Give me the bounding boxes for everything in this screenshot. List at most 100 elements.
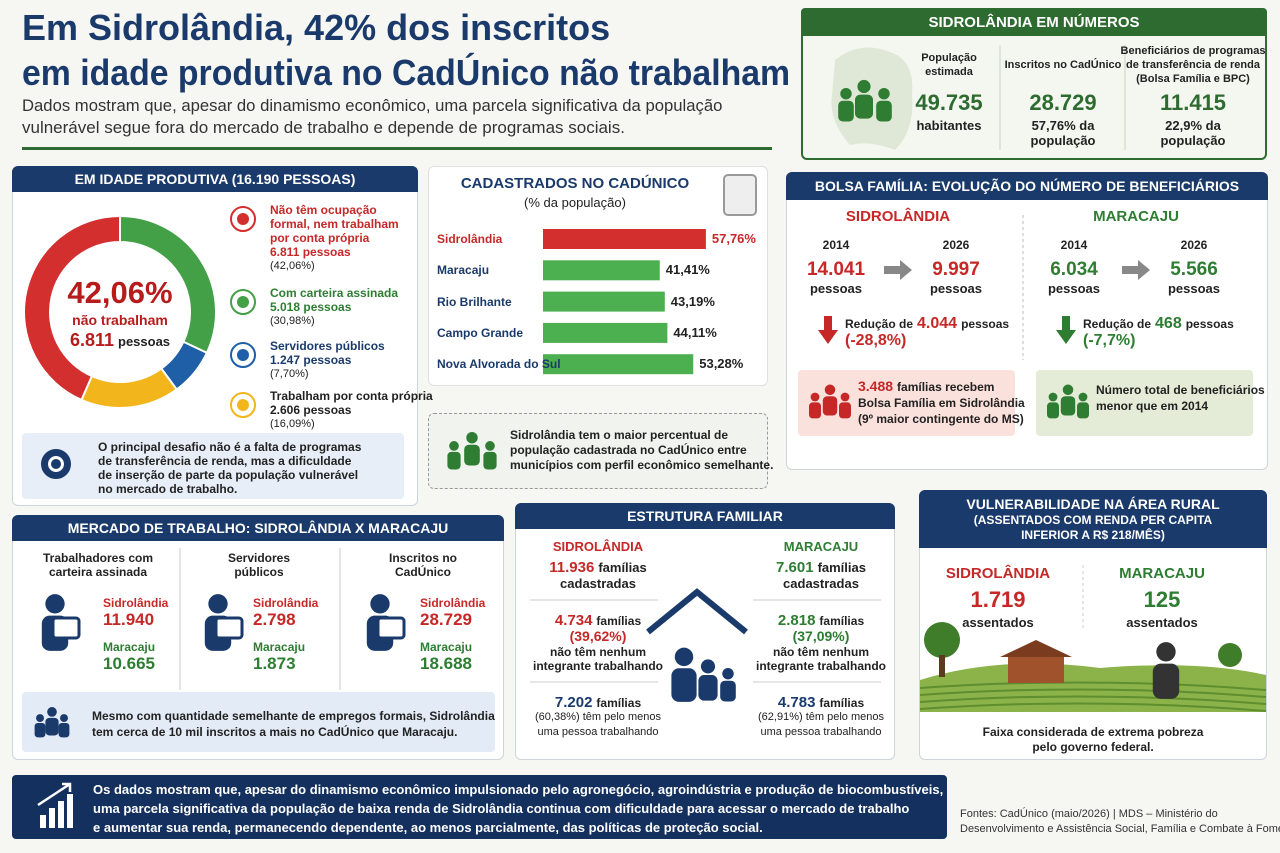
none-text: integrante trabalhando <box>532 659 664 673</box>
person-icon <box>370 594 390 614</box>
bar-category: Nova Alvorada do Sul <box>437 357 561 372</box>
person-icon <box>674 647 694 667</box>
column-label: carteira assinada <box>48 565 148 579</box>
field-row <box>919 702 1267 712</box>
person-icon <box>698 675 718 701</box>
stat-unit: habitantes <box>916 118 982 133</box>
person-icon <box>824 384 836 396</box>
stat-label: Inscritos no CadÚnico <box>1004 59 1122 71</box>
person-icon <box>208 594 228 614</box>
none-working: 4.734 famílias <box>555 612 641 630</box>
person-icon <box>840 392 850 402</box>
person-icon <box>45 594 65 614</box>
bar <box>543 229 706 249</box>
stat-unit: população <box>1030 133 1096 148</box>
numbers-title: SIDROLÂNDIA EM NÚMEROS <box>928 14 1140 31</box>
stat-unit: população <box>1160 133 1226 148</box>
house <box>1008 655 1064 683</box>
unit: pessoas <box>929 281 983 296</box>
text-part: 6.811 <box>69 330 115 350</box>
some-text: (62,91%) têm pelo menos <box>758 711 884 723</box>
family-panel-header <box>515 503 895 529</box>
legend-percent: (42,06%) <box>270 260 315 272</box>
page-subtitle: Dados mostram que, apesar do dinamismo e… <box>22 96 723 115</box>
productive-panel-header <box>12 166 418 192</box>
stat-label: estimada <box>925 66 973 78</box>
person-icon <box>466 431 478 444</box>
some-text: uma pessoa trabalhando <box>760 726 882 738</box>
none-text: não têm nenhum <box>549 645 647 659</box>
field-row <box>919 695 1267 705</box>
stat-value: 11.415 <box>1159 90 1227 115</box>
bar-value-label: 57,76% <box>711 231 756 246</box>
legend-count: 5.018 pessoas <box>270 300 352 314</box>
year: 2014 <box>1060 238 1088 252</box>
none-pct: (37,09%) <box>792 628 850 644</box>
person-icon <box>1062 384 1074 396</box>
bar-value-label: 44,11% <box>673 324 717 340</box>
beneficiaries: 9.997 <box>932 259 980 280</box>
column-label: Trabalhadores com <box>42 551 154 565</box>
footer-bar <box>12 775 947 839</box>
row-value: 28.729 <box>420 610 472 629</box>
donut-segment <box>23 214 121 402</box>
registered: 11.936 famílias <box>549 559 646 577</box>
year: 2014 <box>822 238 850 252</box>
unit: pessoas <box>1167 281 1221 296</box>
box-line: Bolsa Família em Sidrolândia <box>858 396 1025 410</box>
row-city: Maracaju <box>253 640 306 654</box>
field <box>920 663 1266 712</box>
text-part: famílias <box>819 614 865 628</box>
city-name: SIDROLÂNDIA <box>945 565 1051 582</box>
rural-title: VULNERABILIDADE NA ÁREA RURAL <box>966 496 1220 512</box>
text-part: 2.818 <box>777 612 816 629</box>
target-icon <box>51 459 61 469</box>
column-label: Inscritos no <box>388 551 458 565</box>
down-arrow <box>1056 316 1076 344</box>
unit: assentados <box>1126 615 1198 630</box>
title-rule <box>22 147 772 150</box>
chart-icon <box>49 808 55 828</box>
text-part: famílias <box>817 560 866 575</box>
page-title: Em Sidrolândia, 42% dos inscritos <box>22 7 611 48</box>
stat-value: 49.735 <box>915 90 983 115</box>
person-icon <box>58 722 70 738</box>
legend-icon <box>230 206 256 232</box>
settlers: 125 <box>1143 587 1181 612</box>
beneficiaries: 6.034 <box>1050 259 1098 280</box>
rural-title: INFERIOR A R$ 218/MÊS) <box>1021 528 1165 542</box>
legend-percent: (30,98%) <box>270 315 315 327</box>
city-name: MARACAJU <box>783 539 859 554</box>
person-icon <box>839 402 851 419</box>
icon-detail <box>376 616 406 640</box>
legend-name: formal, nem trabalham <box>270 217 399 231</box>
change-pct: (-28,8%) <box>845 332 907 349</box>
stat-unit: 22,9% da <box>1165 118 1221 133</box>
box-line: 3.488 famílias recebem <box>858 378 994 395</box>
legend-icon <box>230 342 256 368</box>
bar <box>543 354 694 375</box>
settlers: 1.719 <box>970 587 1026 612</box>
tree <box>924 622 960 658</box>
icon-detail <box>51 616 81 640</box>
house-roof <box>646 588 748 635</box>
row-value: 10.665 <box>103 654 155 673</box>
legend-percent: (16,09%) <box>270 418 315 430</box>
tree <box>1218 643 1242 667</box>
numbers-header <box>801 8 1267 36</box>
legend-name: Servidores públicos <box>270 339 385 353</box>
person-icon <box>1047 402 1059 419</box>
page-subtitle: vulnerável segue fora do mercado de trab… <box>22 118 625 137</box>
legend-count: 2.606 pessoas <box>270 403 352 417</box>
box-line: Número total de beneficiários <box>1096 383 1265 397</box>
house-roof <box>1000 640 1072 657</box>
sources: Desenvolvimento e Assistência Social, Fa… <box>960 823 1280 835</box>
text-part: 4.044 <box>917 315 958 332</box>
donut-center-value: 42,06% <box>67 275 173 310</box>
unit: assentados <box>962 615 1034 630</box>
none-working: 2.818 famílias <box>778 612 864 630</box>
bar-value-label: 43,19% <box>670 293 715 309</box>
person-icon <box>840 87 852 100</box>
